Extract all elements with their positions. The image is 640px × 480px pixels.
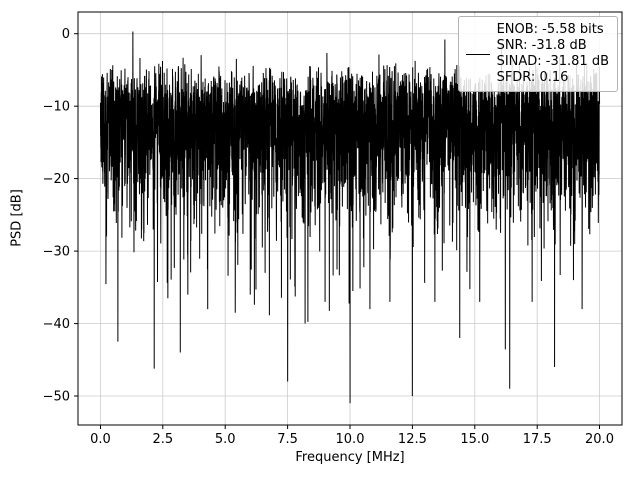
y-tick-label: −20 bbox=[43, 172, 70, 187]
x-tick-label: 0.0 bbox=[90, 432, 111, 447]
x-tick-label: 20.0 bbox=[585, 432, 614, 447]
legend-text-block: ENOB: -5.58 bits SNR: -31.8 dB SINAD: -3… bbox=[497, 22, 609, 86]
x-tick-label: 17.5 bbox=[523, 432, 552, 447]
x-axis-label: Frequency [MHz] bbox=[295, 450, 405, 465]
legend: ENOB: -5.58 bits SNR: -31.8 dB SINAD: -3… bbox=[457, 16, 618, 92]
x-tick-label: 15.0 bbox=[460, 432, 489, 447]
legend-entry-sfdr: SFDR: 0.16 bbox=[496, 70, 569, 85]
x-tick-label: 10.0 bbox=[336, 432, 365, 447]
psd-noise-trace bbox=[99, 31, 601, 404]
x-tick-label: 5.0 bbox=[215, 432, 236, 447]
y-axis-label: PSD [dB] bbox=[9, 189, 25, 247]
y-tick-label: −10 bbox=[43, 100, 70, 115]
legend-entry-snr: SNR: -31.8 dB bbox=[496, 38, 587, 53]
legend-entry-enob: ENOB: -5.58 bits bbox=[496, 22, 604, 37]
x-tick-label: 2.5 bbox=[152, 432, 173, 447]
line-sample-icon bbox=[465, 53, 490, 55]
y-tick-label: −50 bbox=[43, 390, 70, 405]
x-tick-label: 12.5 bbox=[398, 432, 427, 447]
y-tick-label: −40 bbox=[43, 317, 70, 332]
y-tick-label: 0 bbox=[62, 27, 70, 42]
legend-entry-sinad: SINAD: -31.81 dB bbox=[496, 54, 609, 69]
y-tick-label: −30 bbox=[43, 245, 70, 260]
x-tick-label: 7.5 bbox=[277, 432, 298, 447]
